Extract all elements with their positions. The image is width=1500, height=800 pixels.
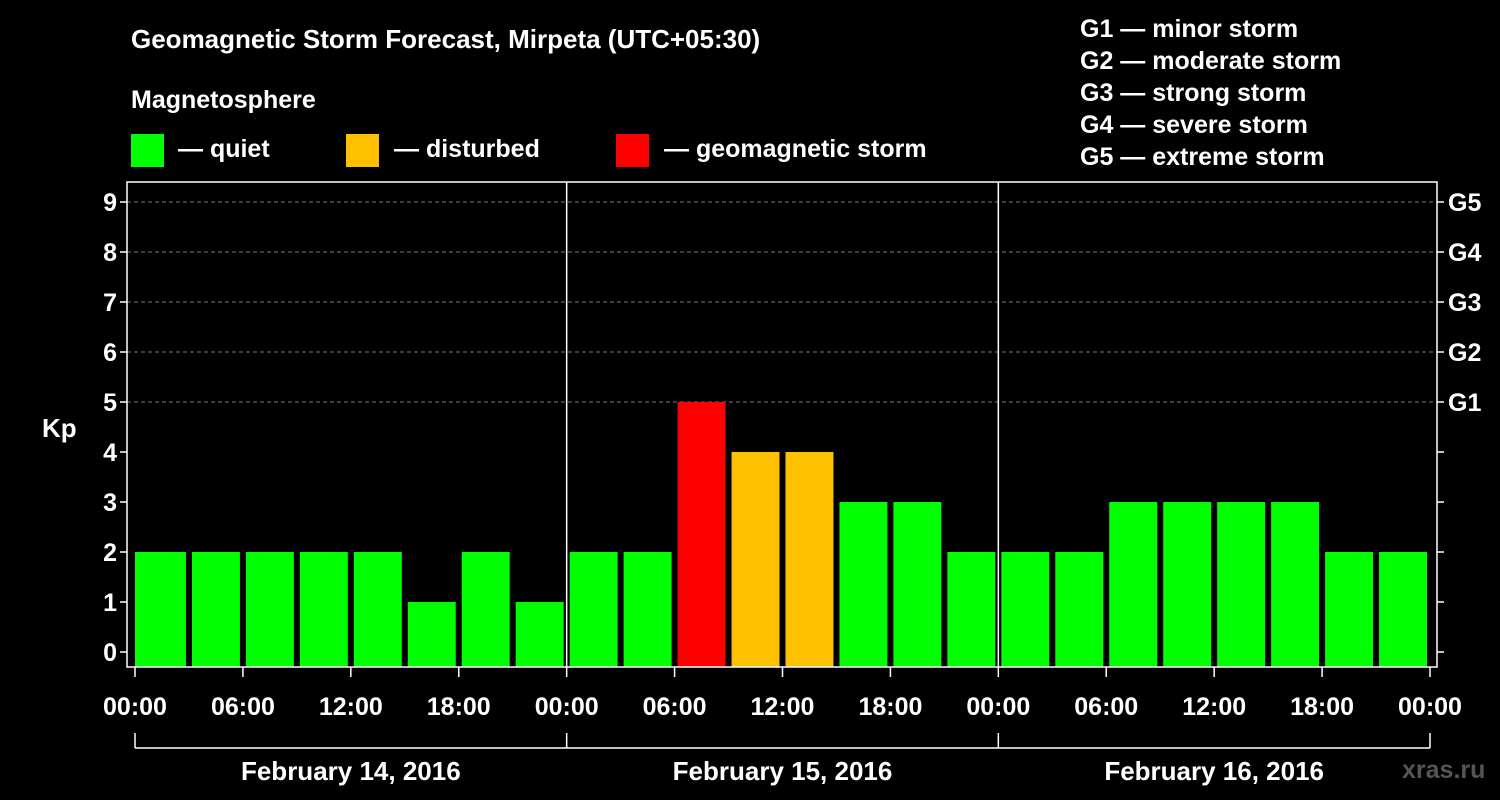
bar-6 [461, 552, 510, 667]
x-tick-label-10: 12:00 [1182, 693, 1246, 721]
bar-18 [1109, 502, 1158, 667]
x-tick-label-0: 00:00 [103, 693, 167, 721]
bar-9 [623, 552, 672, 667]
bar-15 [947, 552, 996, 667]
y-tick-label-1: 1 [103, 589, 117, 617]
bar-2 [245, 552, 294, 667]
g-label-g5: G5 [1448, 189, 1481, 217]
y-axis-label: Kp [42, 413, 77, 443]
x-tick-label-12: 00:00 [1398, 693, 1462, 721]
storm-scale-g4: G4 — severe storm [1080, 111, 1308, 139]
bar-7 [515, 602, 564, 667]
chart-title: Geomagnetic Storm Forecast, Mirpeta (UTC… [131, 24, 761, 54]
storm-scale-g2: G2 — moderate storm [1080, 47, 1342, 75]
bar-10 [677, 402, 726, 667]
bar-21 [1271, 502, 1320, 667]
bar-19 [1163, 502, 1212, 667]
legend-label-storm: — geomagnetic storm [664, 135, 927, 163]
legend-title: Magnetosphere [131, 86, 316, 114]
bar-16 [1001, 552, 1050, 667]
bar-8 [569, 552, 618, 667]
x-tick-label-7: 18:00 [858, 693, 922, 721]
storm-scale-g5: G5 — extreme storm [1080, 143, 1325, 171]
x-tick-label-1: 06:00 [211, 693, 275, 721]
y-tick-label-0: 0 [103, 639, 117, 667]
credit-text: xras.ru [1402, 756, 1486, 784]
bar-13 [839, 502, 888, 667]
y-tick-label-4: 4 [103, 439, 117, 467]
bar-4 [353, 552, 402, 667]
bar-23 [1379, 552, 1427, 667]
legend-label-quiet: — quiet [178, 135, 270, 163]
bar-12 [785, 452, 834, 667]
g-label-g2: G2 [1448, 339, 1481, 367]
y-tick-label-8: 8 [103, 239, 117, 267]
x-tick-label-5: 06:00 [643, 693, 707, 721]
y-tick-label-7: 7 [103, 289, 117, 317]
legend-label-disturbed: — disturbed [394, 135, 540, 163]
legend-swatch-storm [616, 134, 649, 167]
legend-swatch-quiet [131, 134, 164, 167]
x-tick-label-11: 18:00 [1290, 693, 1354, 721]
storm-scale-g3: G3 — strong storm [1080, 79, 1307, 107]
y-tick-label-5: 5 [103, 389, 117, 417]
bar-0 [135, 552, 186, 667]
date-label-2: February 16, 2016 [1104, 756, 1324, 786]
bar-1 [191, 552, 240, 667]
date-label-1: February 15, 2016 [673, 756, 893, 786]
bar-17 [1055, 552, 1104, 667]
x-tick-label-2: 12:00 [319, 693, 383, 721]
bar-3 [299, 552, 348, 667]
x-tick-label-6: 12:00 [751, 693, 815, 721]
date-label-0: February 14, 2016 [241, 756, 461, 786]
storm-scale-g1: G1 — minor storm [1080, 15, 1299, 43]
y-tick-label-9: 9 [103, 189, 117, 217]
g-label-g4: G4 [1448, 239, 1481, 267]
bar-5 [407, 602, 456, 667]
g-label-g3: G3 [1448, 289, 1481, 317]
g-label-g1: G1 [1448, 389, 1481, 417]
x-tick-label-8: 00:00 [966, 693, 1030, 721]
bar-11 [731, 452, 780, 667]
bar-14 [893, 502, 942, 667]
y-tick-label-3: 3 [103, 489, 117, 517]
x-tick-label-3: 18:00 [427, 693, 491, 721]
bar-20 [1217, 502, 1266, 667]
y-tick-label-2: 2 [103, 539, 117, 567]
x-tick-label-9: 06:00 [1074, 693, 1138, 721]
bar-22 [1325, 552, 1374, 667]
x-tick-label-4: 00:00 [535, 693, 599, 721]
legend-swatch-disturbed [346, 134, 379, 167]
y-tick-label-6: 6 [103, 339, 117, 367]
